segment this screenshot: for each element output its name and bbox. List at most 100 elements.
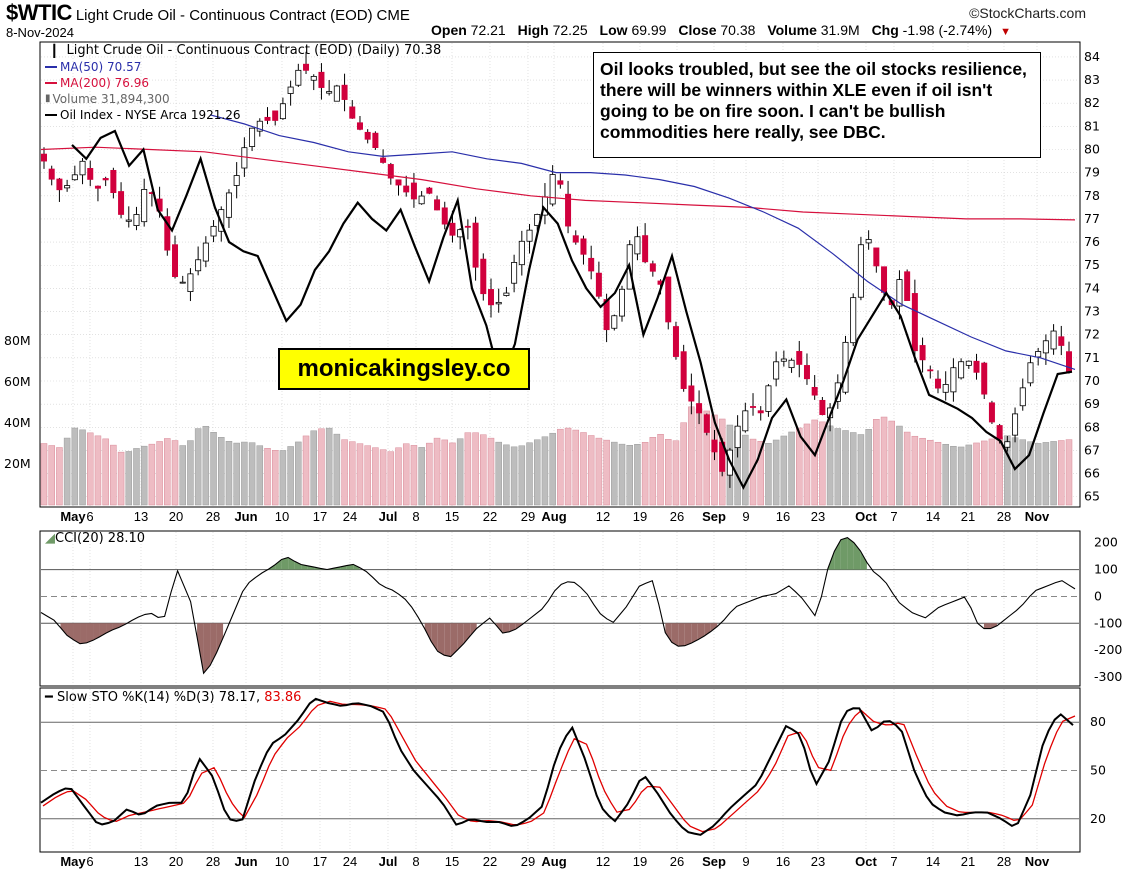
cci-overbought-fill [294,561,302,570]
sto-x-tick: 6 [86,854,93,869]
candle-body [981,362,988,395]
candle-body [295,69,302,86]
volume-bar [110,444,117,506]
volume-bar [241,441,248,506]
price-y-tick: 66 [1084,466,1100,481]
volume-bar [857,434,865,506]
volume-bar [680,422,687,506]
volume-bar [533,439,541,506]
candle-body [41,153,48,162]
price-x-tick: Nov [1025,509,1050,524]
price-x-tick: 7 [890,509,897,524]
cci-oversold-fill [691,623,698,644]
cci-layer [40,536,1079,675]
sto-d-value: 83.86 [264,690,302,705]
volume-bar [379,449,387,506]
candle-body [141,189,148,223]
volume-bar [341,439,348,506]
candle-body [588,257,595,272]
volume-bar [749,438,757,506]
cci-oversold-fill [60,623,68,636]
volume-bar [510,446,518,506]
candle-body [56,178,63,191]
low-value: 69.99 [631,22,667,38]
volume-bar [780,435,788,506]
candle-body [904,271,911,301]
candle-body [819,399,826,416]
candle-body [256,120,263,132]
sto-x-tick: May [60,854,86,869]
candle-body [865,239,872,244]
volume-bar [757,440,764,506]
cci-overbought-fill [275,559,282,570]
candle-layer [41,51,1073,488]
volume-bar [1042,442,1050,506]
promo-banner: monicakingsley.co [278,348,530,390]
candle-body [434,199,441,211]
sto-x-tick: 28 [206,854,220,869]
candle-body [973,360,980,373]
chart-header: $WTIC Light Crude Oil - Continuous Contr… [6,0,410,26]
sto-x-tick: 10 [275,854,289,869]
candle-body [873,247,880,267]
cci-oversold-fill [684,623,692,646]
price-x-tick: Sep [702,509,726,524]
price-y-tick: 70 [1084,373,1100,388]
candle-body [380,157,387,163]
price-y-tick: 72 [1084,327,1100,342]
volume-bar [772,439,780,506]
volume-bar [179,445,186,506]
volume-label: Volume [767,22,817,38]
volume-bar [842,430,849,506]
volume-bar [865,429,872,506]
candle-body [557,180,564,185]
candle-body [110,169,117,193]
volume-bar [63,437,71,506]
cci-y-tick: -100 [1094,615,1122,630]
cci-oversold-fill [86,623,94,643]
candle-body [765,385,772,412]
candle-body [364,131,371,140]
price-x-tick: 10 [275,509,289,524]
price-y-tick: 80 [1084,141,1100,156]
price-y-tick: 68 [1084,419,1100,434]
candle-body [48,168,55,180]
candle-body [1050,330,1057,350]
sto-x-tick: Sep [702,854,726,869]
cci-oversold-fill [463,623,471,644]
candle-body [1012,413,1019,436]
cci-oversold-fill [678,623,685,647]
sto-x-tick: Nov [1025,854,1050,869]
cci-oversold-fill [450,623,458,657]
brand-link[interactable]: ©StockCharts.com [969,5,1086,21]
oil-index-line [71,129,1073,490]
volume-bar [618,443,626,506]
candle-body [326,91,333,94]
cci-oversold-fill [990,623,997,629]
price-x-tick: 9 [742,509,749,524]
candle-body [349,106,356,119]
sto-k-line [40,697,1074,836]
volume-bar [880,416,888,506]
sto-x-tick: 9 [742,854,749,869]
axis-layer: 6566676869707172737475767778798081828384… [4,49,1122,869]
candle-body [287,86,294,94]
candle-body [272,110,279,121]
candle-body [202,242,209,262]
sto-x-tick: 16 [776,854,790,869]
candle-body [279,103,286,120]
price-x-tick: 8 [412,509,419,524]
price-x-tick: 19 [633,509,647,524]
candle-body [195,259,202,272]
open-label: Open [431,22,467,38]
candle-body [233,175,240,186]
candle-body [773,361,780,380]
chg-label: Chg [871,22,899,38]
candle-body [518,240,525,266]
candle-body [94,185,101,189]
volume-bar [48,445,55,506]
price-x-tick: 24 [343,509,357,524]
volume-bar [171,440,179,506]
cci-oversold-fill [424,623,432,642]
candle-body [934,378,941,389]
